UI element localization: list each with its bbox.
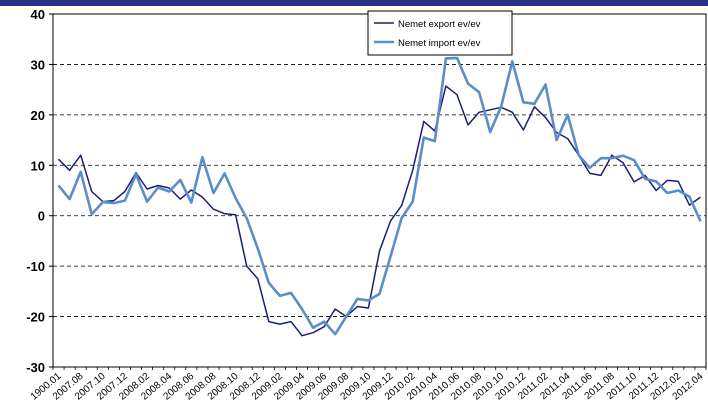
series-line-export [57, 85, 701, 337]
y-tick-label: -30 [26, 360, 45, 375]
plot-area [52, 13, 707, 368]
series-line-import [57, 56, 702, 336]
legend-label-export: Nemet export ev/ev [398, 19, 481, 30]
y-tick-label: -20 [26, 310, 45, 325]
series-lines [57, 56, 702, 337]
legend-box [367, 10, 513, 56]
y-tick-label: 10 [31, 158, 45, 173]
top-accent-band [0, 0, 708, 6]
gridlines [53, 64, 706, 317]
y-axis: -30 -20 -10 0 10 20 30 40 [26, 7, 53, 375]
y-tick-label: 0 [38, 209, 45, 224]
x-axis: 1900.012007.082007.102007.122008.022008.… [29, 367, 707, 403]
y-tick-label: 20 [31, 108, 45, 123]
legend-label-import: Nemet import ev/ev [398, 38, 481, 49]
y-tick-label: 40 [31, 7, 45, 22]
legend: Nemet export ev/ev Nemet import ev/ev [367, 10, 513, 56]
y-tick-label: 30 [31, 57, 45, 72]
y-tick-label: -10 [26, 259, 45, 274]
